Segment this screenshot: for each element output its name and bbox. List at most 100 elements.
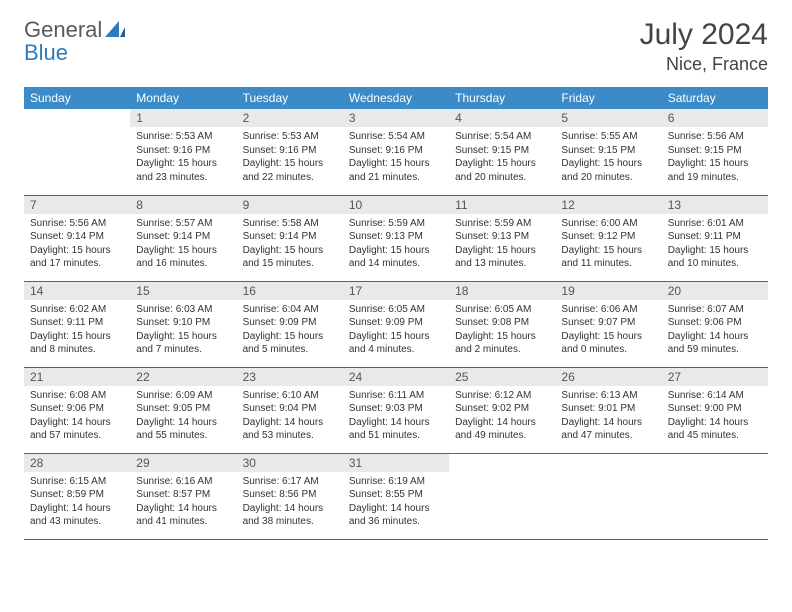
day-detail-line: and 17 minutes. — [30, 257, 124, 271]
day-detail-line: Sunrise: 5:55 AM — [561, 130, 655, 144]
day-number: 8 — [130, 196, 236, 214]
day-detail-line: Sunrise: 6:07 AM — [668, 303, 762, 317]
day-detail-line: Sunset: 9:16 PM — [349, 144, 443, 158]
calendar-cell: 2Sunrise: 5:53 AMSunset: 9:16 PMDaylight… — [237, 109, 343, 195]
day-detail-line: Daylight: 15 hours — [349, 157, 443, 171]
day-number: 23 — [237, 368, 343, 386]
day-number: 22 — [130, 368, 236, 386]
calendar-cell: 4Sunrise: 5:54 AMSunset: 9:15 PMDaylight… — [449, 109, 555, 195]
day-detail-line: Daylight: 15 hours — [243, 244, 337, 258]
day-details: Sunrise: 6:12 AMSunset: 9:02 PMDaylight:… — [449, 386, 555, 447]
day-detail-line: Daylight: 15 hours — [136, 330, 230, 344]
day-details: Sunrise: 6:07 AMSunset: 9:06 PMDaylight:… — [662, 300, 768, 361]
day-detail-line: Daylight: 14 hours — [561, 416, 655, 430]
day-detail-line: Sunrise: 6:16 AM — [136, 475, 230, 489]
day-detail-line: Daylight: 14 hours — [349, 416, 443, 430]
day-detail-line: Sunset: 9:16 PM — [243, 144, 337, 158]
day-details: Sunrise: 6:13 AMSunset: 9:01 PMDaylight:… — [555, 386, 661, 447]
day-detail-line: Sunrise: 6:12 AM — [455, 389, 549, 403]
day-detail-line: Sunrise: 5:56 AM — [30, 217, 124, 231]
day-details — [555, 458, 661, 465]
day-detail-line: Daylight: 14 hours — [243, 416, 337, 430]
day-detail-line: and 36 minutes. — [349, 515, 443, 529]
day-detail-line: Sunrise: 5:59 AM — [349, 217, 443, 231]
day-number: 16 — [237, 282, 343, 300]
day-number: 25 — [449, 368, 555, 386]
calendar-cell: 18Sunrise: 6:05 AMSunset: 9:08 PMDayligh… — [449, 281, 555, 367]
weekday-header-row: Sunday Monday Tuesday Wednesday Thursday… — [24, 87, 768, 109]
day-detail-line: Sunrise: 6:10 AM — [243, 389, 337, 403]
calendar-cell: 19Sunrise: 6:06 AMSunset: 9:07 PMDayligh… — [555, 281, 661, 367]
day-number: 12 — [555, 196, 661, 214]
day-detail-line: and 19 minutes. — [668, 171, 762, 185]
day-detail-line: Daylight: 15 hours — [243, 330, 337, 344]
day-number: 31 — [343, 454, 449, 472]
day-details: Sunrise: 6:06 AMSunset: 9:07 PMDaylight:… — [555, 300, 661, 361]
day-number: 6 — [662, 109, 768, 127]
day-detail-line: and 5 minutes. — [243, 343, 337, 357]
day-detail-line: Sunset: 9:11 PM — [30, 316, 124, 330]
calendar-cell: 25Sunrise: 6:12 AMSunset: 9:02 PMDayligh… — [449, 367, 555, 453]
day-details: Sunrise: 5:55 AMSunset: 9:15 PMDaylight:… — [555, 127, 661, 188]
day-number: 7 — [24, 196, 130, 214]
day-detail-line: Daylight: 15 hours — [349, 330, 443, 344]
day-detail-line: Daylight: 15 hours — [455, 157, 549, 171]
day-number: 2 — [237, 109, 343, 127]
calendar-cell: 8Sunrise: 5:57 AMSunset: 9:14 PMDaylight… — [130, 195, 236, 281]
day-detail-line: Sunrise: 5:57 AM — [136, 217, 230, 231]
calendar-cell: 13Sunrise: 6:01 AMSunset: 9:11 PMDayligh… — [662, 195, 768, 281]
day-detail-line: and 14 minutes. — [349, 257, 443, 271]
day-detail-line: Daylight: 14 hours — [30, 416, 124, 430]
calendar-cell: 17Sunrise: 6:05 AMSunset: 9:09 PMDayligh… — [343, 281, 449, 367]
day-detail-line: Sunrise: 6:05 AM — [349, 303, 443, 317]
day-detail-line: Daylight: 14 hours — [668, 416, 762, 430]
day-detail-line: and 57 minutes. — [30, 429, 124, 443]
day-detail-line: Sunset: 9:12 PM — [561, 230, 655, 244]
day-details — [449, 458, 555, 465]
day-details: Sunrise: 6:17 AMSunset: 8:56 PMDaylight:… — [237, 472, 343, 533]
location: Nice, France — [640, 54, 768, 75]
day-detail-line: and 53 minutes. — [243, 429, 337, 443]
calendar-cell: 24Sunrise: 6:11 AMSunset: 9:03 PMDayligh… — [343, 367, 449, 453]
day-detail-line: and 41 minutes. — [136, 515, 230, 529]
day-detail-line: and 59 minutes. — [668, 343, 762, 357]
calendar-week-row: 21Sunrise: 6:08 AMSunset: 9:06 PMDayligh… — [24, 367, 768, 453]
day-number: 24 — [343, 368, 449, 386]
day-detail-line: Sunset: 8:59 PM — [30, 488, 124, 502]
day-detail-line: Sunset: 9:05 PM — [136, 402, 230, 416]
day-detail-line: and 2 minutes. — [455, 343, 549, 357]
day-detail-line: Sunrise: 6:00 AM — [561, 217, 655, 231]
day-details: Sunrise: 6:01 AMSunset: 9:11 PMDaylight:… — [662, 214, 768, 275]
day-details — [24, 113, 130, 120]
calendar-cell: 5Sunrise: 5:55 AMSunset: 9:15 PMDaylight… — [555, 109, 661, 195]
day-detail-line: Sunset: 9:11 PM — [668, 230, 762, 244]
day-detail-line: and 49 minutes. — [455, 429, 549, 443]
day-number: 26 — [555, 368, 661, 386]
day-detail-line: Sunset: 9:01 PM — [561, 402, 655, 416]
calendar-cell: 7Sunrise: 5:56 AMSunset: 9:14 PMDaylight… — [24, 195, 130, 281]
day-detail-line: Sunrise: 6:03 AM — [136, 303, 230, 317]
calendar-cell: 27Sunrise: 6:14 AMSunset: 9:00 PMDayligh… — [662, 367, 768, 453]
logo-text-blue: Blue — [24, 40, 68, 65]
calendar-cell: 14Sunrise: 6:02 AMSunset: 9:11 PMDayligh… — [24, 281, 130, 367]
day-detail-line: and 45 minutes. — [668, 429, 762, 443]
day-details: Sunrise: 5:53 AMSunset: 9:16 PMDaylight:… — [130, 127, 236, 188]
day-details: Sunrise: 6:16 AMSunset: 8:57 PMDaylight:… — [130, 472, 236, 533]
day-detail-line: and 20 minutes. — [561, 171, 655, 185]
calendar-cell — [24, 109, 130, 195]
day-detail-line: Sunset: 9:06 PM — [30, 402, 124, 416]
weekday-header: Monday — [130, 87, 236, 109]
day-detail-line: Sunrise: 6:15 AM — [30, 475, 124, 489]
calendar-cell: 15Sunrise: 6:03 AMSunset: 9:10 PMDayligh… — [130, 281, 236, 367]
day-number: 11 — [449, 196, 555, 214]
day-number: 18 — [449, 282, 555, 300]
day-detail-line: and 21 minutes. — [349, 171, 443, 185]
calendar-week-row: 28Sunrise: 6:15 AMSunset: 8:59 PMDayligh… — [24, 453, 768, 539]
day-number: 1 — [130, 109, 236, 127]
day-detail-line: Sunset: 9:04 PM — [243, 402, 337, 416]
day-details: Sunrise: 6:03 AMSunset: 9:10 PMDaylight:… — [130, 300, 236, 361]
day-detail-line: Sunset: 9:08 PM — [455, 316, 549, 330]
day-detail-line: Sunset: 8:55 PM — [349, 488, 443, 502]
day-number: 21 — [24, 368, 130, 386]
day-detail-line: and 38 minutes. — [243, 515, 337, 529]
